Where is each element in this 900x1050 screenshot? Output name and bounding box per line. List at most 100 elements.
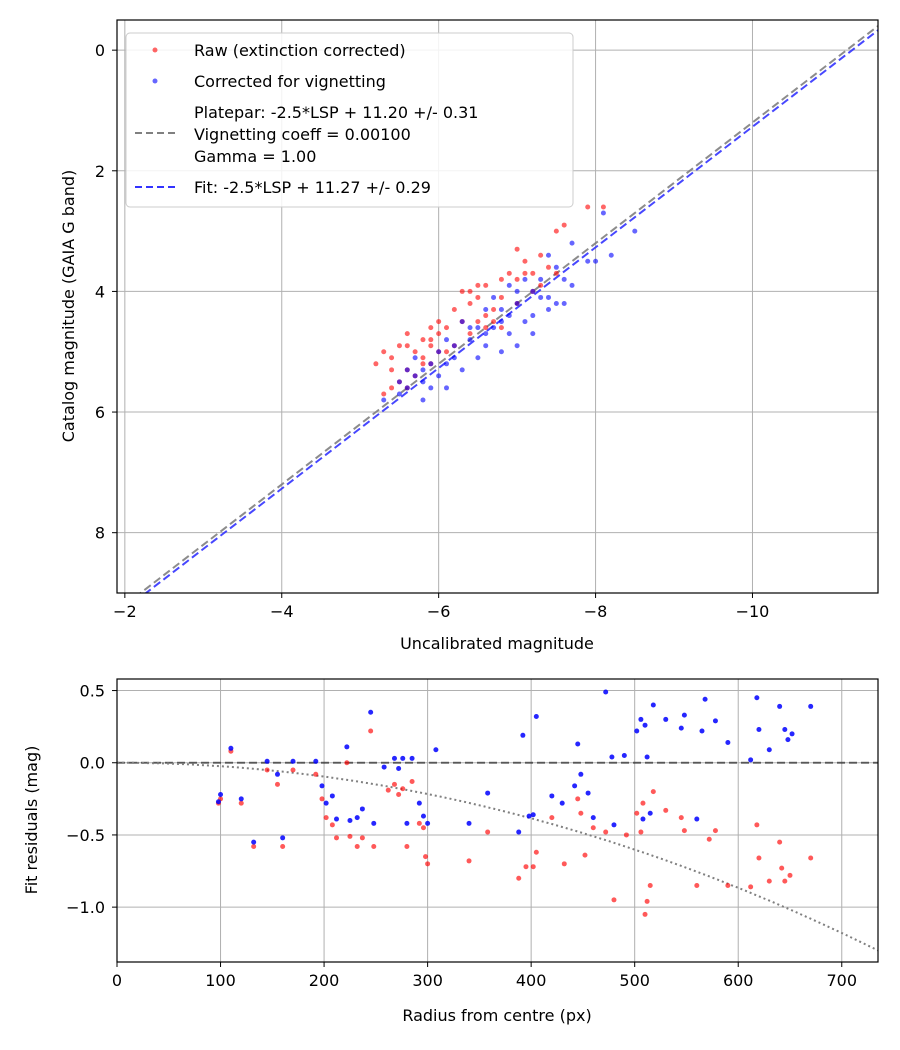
corrected-point [593,258,599,264]
residual-corrected-point [712,718,718,724]
raw-point [444,325,450,331]
bottom-y-axis-label: Fit residuals (mag) [22,746,41,895]
residual-raw-point [404,843,410,849]
corrected-point [420,379,426,385]
residual-corrected-point [530,812,536,818]
residual-raw-point [368,728,374,734]
residual-corrected-point [333,816,339,822]
top-y-tick-label: 2 [95,162,105,181]
residual-corrected-point [694,816,700,822]
residual-raw-point [238,800,244,806]
residual-raw-point [640,800,646,806]
residual-corrected-point [766,747,772,753]
bottom-x-ticks: 0 100 200 300 400 500 600 700 [112,962,857,990]
raw-point [389,385,395,391]
residual-corrected-point [678,725,684,731]
corrected-point [561,276,567,282]
residual-corrected-point [611,822,617,828]
residual-raw-point [638,829,644,835]
bottom-residuals-plot: 0 100 200 300 400 500 600 700 0.5 0.0 −0.5 −1.0 Ra… [22,678,879,1025]
top-y-tick-label: 6 [95,403,105,422]
bottom-corrected-points [215,689,814,845]
corrected-point [396,391,402,397]
legend-fit-label: Fit: -2.5*LSP + 11.27 +/- 0.29 [194,178,431,197]
residual-raw-point [354,843,360,849]
bottom-raw-points [215,728,814,917]
raw-point [428,325,434,331]
residual-raw-point [485,829,491,835]
residual-corrected-point [526,813,532,819]
corrected-point [483,331,489,337]
residual-raw-point [323,815,329,821]
residual-corrected-point [344,744,350,750]
residual-corrected-point [621,753,627,759]
platepar-line [138,24,878,593]
raw-point [498,276,504,282]
residual-raw-point [533,849,539,855]
raw-point [436,319,442,325]
corrected-point [600,210,606,216]
corrected-point [475,355,481,361]
corrected-point [608,252,614,258]
residual-raw-point [623,832,629,838]
bottom-x-tick-label: 200 [309,971,340,990]
residual-raw-point [274,781,280,787]
corrected-point [530,313,536,319]
top-calibration-plot: −2 −4 −6 −8 −10 0 2 4 6 8 Uncalibrated magnitude… [59,19,879,653]
residual-corrected-point [634,728,640,734]
residual-corrected-point [218,792,224,798]
raw-point [444,349,450,355]
residual-corrected-point [754,695,760,701]
corrected-point [436,349,442,355]
raw-point [420,355,426,361]
residual-raw-point [530,864,536,870]
residual-corrected-point [420,813,426,819]
raw-point [498,294,504,300]
residual-raw-point [400,786,406,792]
corrected-point [491,294,497,300]
corrected-point [545,307,551,313]
residual-corrected-point [789,731,795,737]
residual-corrected-point [559,800,565,806]
residual-raw-point [678,815,684,821]
residual-corrected-point [354,815,360,821]
residual-corrected-point [520,732,526,738]
residual-raw-point [280,843,286,849]
raw-point [545,264,551,270]
raw-point [396,343,402,349]
residual-corrected-point [290,758,296,764]
residual-raw-point [754,822,760,828]
legend: Raw (extinction corrected) Corrected for… [125,32,574,208]
raw-point [420,361,426,367]
residual-corrected-point [359,806,365,812]
corrected-point [451,343,457,349]
corrected-point [538,276,544,282]
residual-corrected-point [371,820,377,826]
raw-point [514,276,520,282]
residual-raw-point [694,882,700,888]
top-fit-lines [138,24,878,593]
bottom-x-tick-label: 0 [112,971,122,990]
raw-point [436,331,442,337]
corrected-point [514,343,520,349]
residual-corrected-point [650,702,656,708]
legend-raw-label: Raw (extinction corrected) [194,41,406,60]
residual-raw-point [712,828,718,834]
corrected-point [444,337,450,343]
residual-corrected-point [644,754,650,760]
top-y-tick-label: 4 [95,282,105,301]
corrected-point [522,319,528,325]
fit-line [144,28,878,593]
raw-point [498,325,504,331]
residual-raw-point [748,884,754,890]
legend-platepar-label: Platepar: -2.5*LSP + 11.20 +/- 0.31 [194,103,478,122]
corrected-point [498,319,504,325]
residual-raw-point [359,835,365,841]
bottom-x-tick-label: 700 [826,971,857,990]
raw-point [412,349,418,355]
top-y-tick-label: 8 [95,524,105,543]
raw-point [600,204,606,210]
raw-point [522,258,528,264]
corrected-point [514,288,520,294]
